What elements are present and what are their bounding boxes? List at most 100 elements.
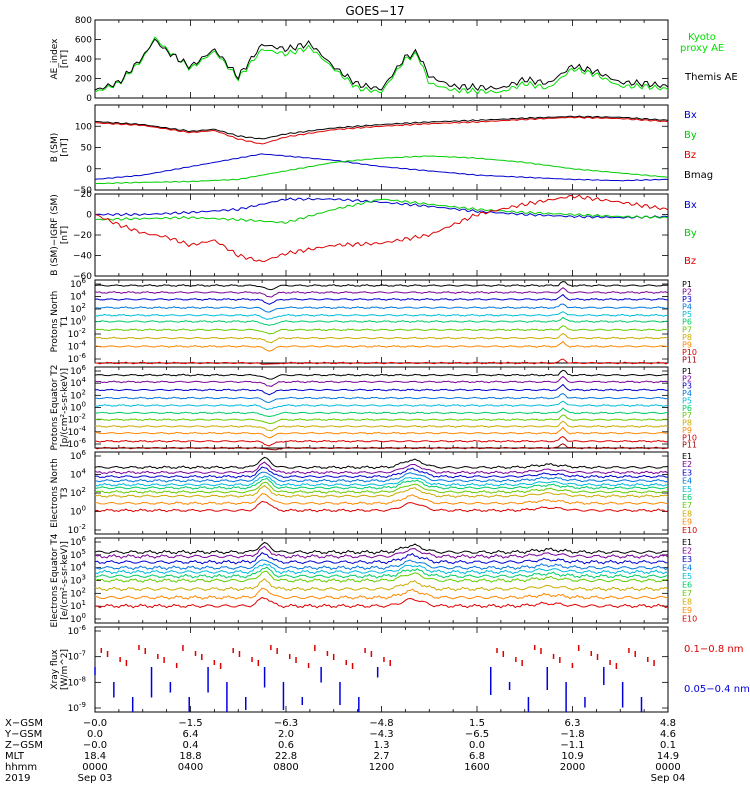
y-tick-label: 106 (70, 449, 86, 462)
x-axis-cell: 1.5 (469, 718, 485, 729)
y-tick-label: 102 (70, 388, 86, 401)
y-tick-label: 0 (86, 211, 92, 221)
y-tick-label: 102 (70, 302, 86, 315)
series-line-by (94, 155, 669, 185)
x-axis-cell: 0000 (655, 762, 680, 773)
y-tick-label: 10-2 (68, 413, 86, 426)
y-tick-label: 10-6 (68, 624, 87, 637)
legend-entry: E8 (682, 509, 692, 518)
channel-line-p6 (94, 316, 669, 326)
y-tick-label: 103 (70, 574, 86, 587)
x-axis-cell: 18.4 (84, 751, 106, 762)
y-axis-label: [e/(cm²-s-sr-keV)] (60, 541, 70, 620)
y-tick-label: 105 (70, 548, 86, 561)
y-tick-label: 0 (86, 165, 92, 175)
y-tick-label: −20 (73, 231, 92, 241)
channel-line-e6 (94, 477, 669, 490)
legend-entry: P7 (682, 411, 692, 420)
x-axis-row-label: Y−GSM (4, 729, 42, 740)
y-tick-label: 102 (70, 586, 86, 599)
y-tick-label: 104 (70, 290, 86, 303)
legend-entry: E3 (682, 555, 692, 564)
panel-frame (94, 193, 669, 277)
y-tick-label: 10-7 (68, 650, 86, 663)
x-axis-cell: 1200 (369, 762, 394, 773)
y-tick-label: 200 (75, 75, 92, 85)
y-tick-label: 106 (70, 364, 86, 377)
legend-entry: E4 (682, 564, 692, 573)
x-axis-cell: −1.5 (178, 718, 202, 729)
series-line-bz (94, 194, 669, 263)
legend-entry: P1 (682, 280, 692, 289)
channel-line-e8 (94, 484, 669, 498)
legend-entry: Bmag (684, 170, 713, 181)
channel-line-p10 (94, 436, 669, 447)
legend-entry: P1 (682, 367, 692, 376)
legend-entry: P2 (682, 288, 692, 297)
series-line-themis-ae (94, 38, 669, 91)
channel-line-p5 (94, 311, 669, 321)
y-axis-label: Protons North (50, 291, 60, 353)
channel-line-p3 (94, 383, 669, 396)
legend-entry: E10 (682, 526, 697, 535)
x-axis-cell: −1.8 (560, 729, 584, 740)
legend-entry: E1 (682, 452, 692, 461)
legend-entry: Bz (684, 256, 696, 267)
legend-entry: P6 (682, 318, 692, 327)
channel-line-e9 (94, 587, 669, 600)
y-tick-label: 10-2 (68, 327, 86, 340)
legend-entry: P9 (682, 426, 692, 435)
channel-line-e3 (94, 552, 669, 565)
legend-entry: E2 (682, 460, 692, 469)
x-axis-cell: −4.3 (369, 729, 393, 740)
x-axis-cell: 2.7 (374, 751, 390, 762)
y-axis-label: Electrons North (50, 458, 60, 528)
legend-entry: E5 (682, 572, 692, 581)
x-axis-cell: 6.3 (565, 718, 581, 729)
x-axis-row-label: MLT (5, 751, 25, 762)
x-axis-table: X−GSMY−GSMZ−GSMMLThhmm2019−0.00.0−0.018.… (4, 718, 685, 784)
x-axis-row-label: X−GSM (5, 718, 43, 729)
legend-entry: P7 (682, 325, 692, 334)
y-tick-label: 100 (75, 122, 92, 132)
x-axis-cell: 0.0 (87, 729, 103, 740)
y-tick-label: 100 (70, 401, 86, 414)
channel-line-p2 (94, 287, 669, 298)
channel-line-e2 (94, 545, 669, 559)
y-axis-label: AE_index (50, 38, 60, 80)
panel-frame (94, 366, 669, 449)
x-axis-cell: −4.8 (369, 718, 393, 729)
series-line-bx (94, 197, 669, 219)
channel-line-e7 (94, 570, 669, 583)
y-tick-label: −50 (73, 186, 92, 196)
channel-line-e4 (94, 471, 669, 483)
channel-line-p7 (94, 325, 669, 335)
channel-line-p11 (94, 443, 668, 451)
x-axis-cell: 0.0 (469, 740, 485, 751)
x-axis-cell: 0800 (273, 762, 298, 773)
y-tick-label: 50 (81, 144, 93, 154)
x-axis-row-label: Z−GSM (5, 740, 43, 751)
legend-entry: E6 (682, 493, 692, 502)
channel-line-p1 (94, 280, 669, 291)
legend-entry: 0.05−0.4 nm (684, 684, 750, 695)
channel-line-p8 (94, 420, 669, 432)
legend-entry: P4 (682, 303, 692, 312)
x-axis-cell: 4.6 (660, 729, 676, 740)
y-axis-label: [p/(cm²-s-sr-keV)] (60, 368, 70, 447)
legend-entry: Bz (684, 150, 696, 161)
legend-entry: E8 (682, 598, 692, 607)
y-tick-label: 104 (70, 468, 86, 481)
legend-entry: P11 (682, 355, 697, 364)
y-tick-label: 10-4 (68, 340, 87, 353)
legend-entry: E9 (682, 518, 692, 527)
legend-entry: P3 (682, 295, 692, 304)
y-tick-label: 101 (70, 599, 86, 612)
y-tick-label: −40 (73, 252, 92, 262)
legend-entry: P10 (682, 348, 697, 357)
y-tick-label: 104 (70, 376, 86, 389)
channel-line-e3 (94, 466, 669, 479)
y-tick-label: 800 (75, 16, 92, 26)
legend-entry: P8 (682, 333, 692, 342)
